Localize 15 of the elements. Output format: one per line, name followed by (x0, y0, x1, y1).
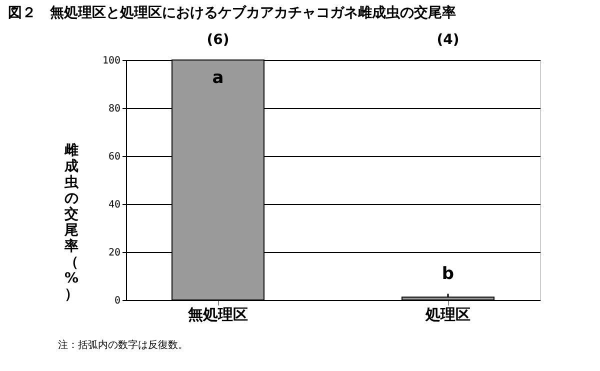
annotation: b (442, 264, 454, 284)
y-tick-label: 80 (108, 104, 120, 114)
y-tick-label: 0 (114, 296, 120, 306)
y-tick-label: 20 (108, 248, 120, 258)
text: (4) (436, 32, 460, 48)
annotation: a (212, 68, 224, 88)
text: 注：括弧内の数字は反復数。 (58, 338, 188, 352)
y-tick-label: 60 (108, 152, 120, 162)
y-tick-label: 40 (108, 200, 120, 210)
text: 雌成虫の交尾率（%） (64, 142, 79, 302)
chart-title: 図２ 無処理区と処理区におけるケブカアカチャコガネ雌成虫の交尾率 (8, 4, 456, 22)
text: (6) (206, 32, 230, 48)
x-tick-label: 無処理区 (187, 306, 248, 324)
y-tick-label: 100 (102, 56, 120, 66)
x-tick-label: 処理区 (424, 306, 470, 324)
